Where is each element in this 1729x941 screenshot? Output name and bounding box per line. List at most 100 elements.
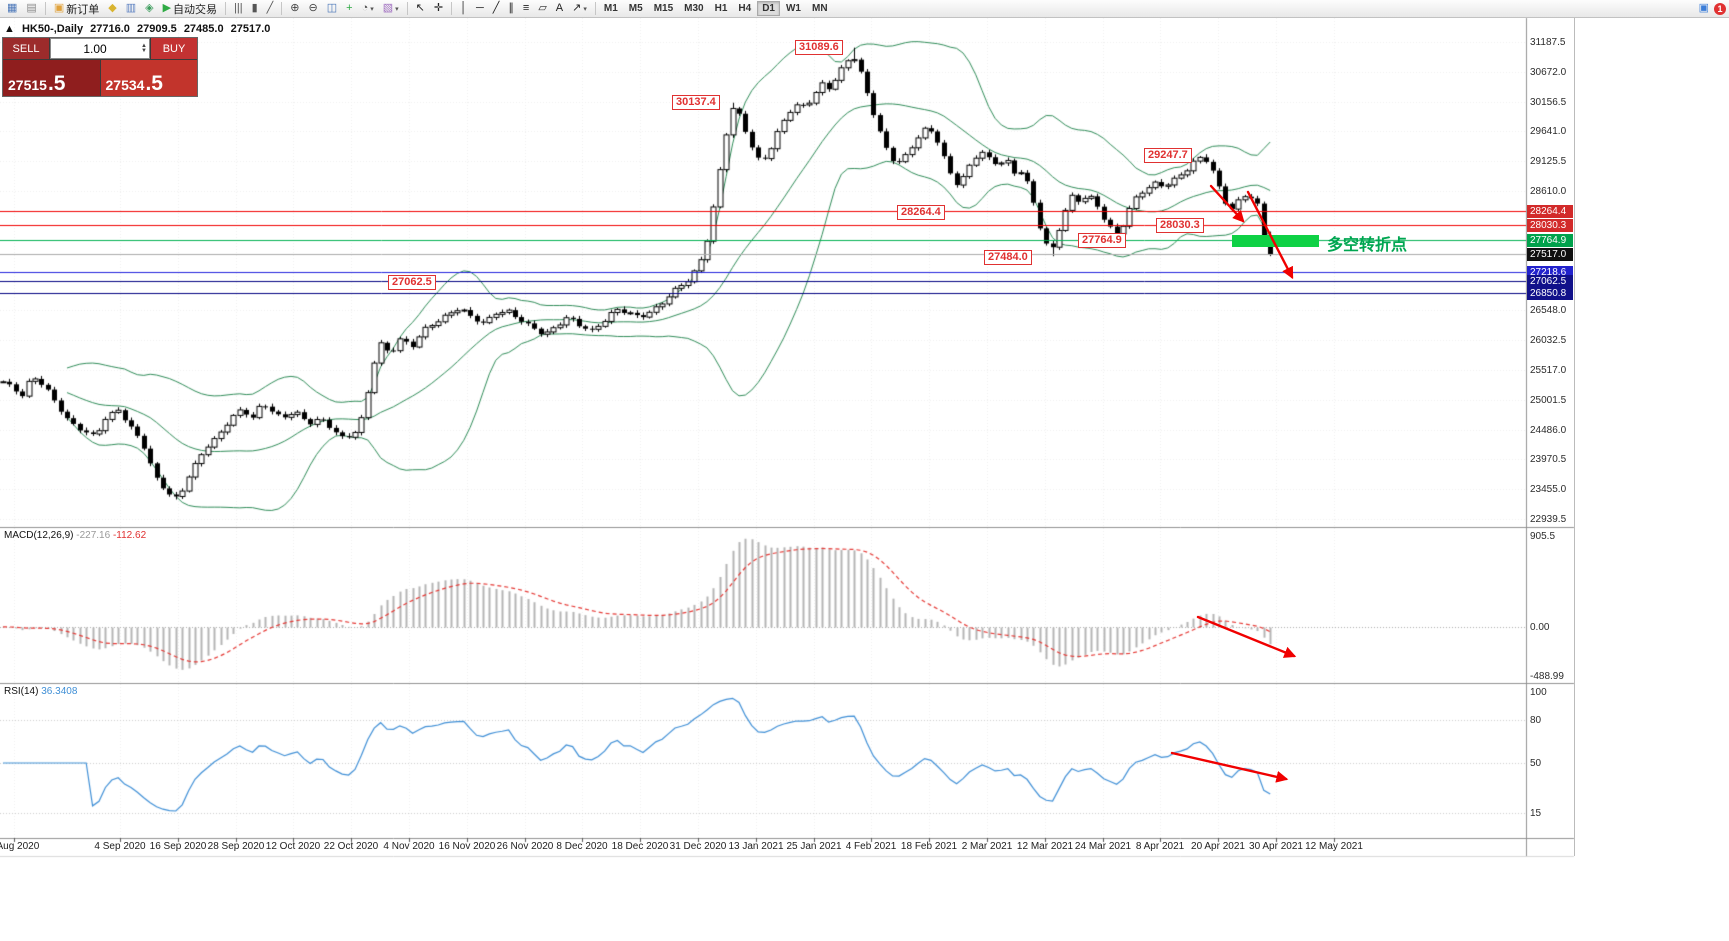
templates-icon[interactable]: ▧ ▾ [379, 1, 403, 17]
autotrading-icon: ▶ [162, 2, 172, 14]
new-order-button[interactable]: ▣ 新订单 [50, 1, 103, 17]
profiles-icon[interactable]: ▤ [22, 1, 40, 17]
date-label: 12 Oct 2020 [265, 841, 321, 852]
price-annotation[interactable]: 27764.9 [1078, 233, 1126, 248]
market-watch-icon[interactable]: ▥ [122, 1, 140, 17]
buy-price-frac: .5 [145, 72, 163, 95]
zoom-out-icon[interactable]: ⊖ [305, 1, 322, 17]
channel-icon[interactable]: ∥ [504, 1, 518, 17]
macd-axis-label: 905.5 [1530, 531, 1556, 542]
highlight-zone[interactable] [1232, 235, 1319, 247]
horizontal-line-icon[interactable]: ─ [472, 1, 488, 17]
vertical-line-icon: │ [460, 2, 467, 14]
panel-collapse-icon[interactable]: ▲ [4, 23, 15, 35]
price-axis-label: 26548.0 [1530, 305, 1567, 316]
price-annotation[interactable]: 27484.0 [984, 250, 1032, 265]
vertical-line-icon[interactable]: │ [456, 1, 471, 17]
timeframe-d1[interactable]: D1 [757, 1, 780, 16]
stepper-up-icon[interactable]: ▲ [141, 42, 147, 49]
buy-price[interactable]: 27534.5 [100, 60, 197, 96]
stepper-down-icon[interactable]: ▼ [141, 47, 147, 54]
shapes-icon[interactable]: ▱ [534, 1, 550, 17]
date-label: 30 Apr 2021 [1249, 841, 1303, 852]
timeframe-w1[interactable]: W1 [781, 1, 806, 16]
line-chart-icon[interactable]: ╱ [263, 1, 278, 17]
price-axis-label: 25001.5 [1530, 395, 1567, 406]
periods-icon-caret: ▾ [370, 5, 374, 13]
price-axis-label: 23455.0 [1530, 484, 1567, 495]
indicators-icon: + [346, 2, 353, 14]
main-toolbar: ▦ ▤ ▣ 新订单 ◆ ▥ ◈ ▶ 自动交易 ||| ▮ ╱ ⊕ ⊖ ◫ + ◔ ▾ ▧ ▾ ↖ ✛ │ ─ ╱ ∥ ≡ ▱ A ↗ ▾ M… [0, 0, 1729, 18]
price-tag: 28264.4 [1527, 205, 1573, 218]
candles-chart-icon[interactable]: ▮ [248, 1, 262, 17]
macd-label: MACD(12,26,9) -227.16 -112.62 [4, 530, 146, 541]
sell-price[interactable]: 27515.5 [3, 60, 100, 96]
periods-icon: ◔ [361, 2, 369, 14]
crosshair-icon[interactable]: ✛ [430, 1, 447, 17]
timeframe-m15[interactable]: M15 [649, 1, 678, 16]
metaeditor-icon[interactable]: ◆ [104, 1, 120, 17]
rsi-axis-label: 80 [1530, 715, 1542, 726]
date-label: 20 Apr 2021 [1191, 841, 1245, 852]
price-annotation[interactable]: 28030.3 [1156, 218, 1204, 233]
navigator-icon[interactable]: ◈ [141, 1, 157, 17]
price-annotation[interactable]: 29247.7 [1144, 148, 1192, 163]
crosshair-icon: ✛ [433, 2, 444, 14]
volume-stepper[interactable]: ▲ ▼ [139, 42, 149, 54]
right-panel [1574, 18, 1729, 856]
timeframe-h4[interactable]: H4 [733, 1, 756, 16]
volume-field[interactable]: 1.00 ▲ ▼ [50, 38, 150, 59]
timeframe-m5[interactable]: M5 [624, 1, 648, 16]
date-label: 31 Dec 2020 [669, 841, 727, 852]
rsi-axis-label: 50 [1530, 758, 1542, 769]
autotrading-button[interactable]: ▶ 自动交易 [159, 1, 221, 17]
fibonacci-icon[interactable]: ≡ [519, 1, 533, 17]
toolbar-separator [44, 2, 46, 15]
close-value: 27517.0 [230, 23, 271, 35]
high-value: 27909.5 [136, 23, 177, 35]
rsi-label: RSI(14) 36.3408 [4, 686, 77, 697]
sell-button[interactable]: SELL [3, 38, 49, 59]
trendline-icon[interactable]: ╱ [489, 1, 504, 17]
volume-value[interactable]: 1.00 [83, 41, 107, 56]
market-watch-icon: ▥ [125, 2, 137, 14]
indicators-icon[interactable]: + [342, 1, 356, 17]
price-annotation[interactable]: 31089.6 [795, 40, 843, 55]
tile-windows-icon[interactable]: ◫ [323, 1, 341, 17]
timeframe-m30[interactable]: M30 [679, 1, 708, 16]
shapes-icon: ▱ [538, 2, 547, 14]
notification-badge[interactable]: 1 [1714, 2, 1726, 15]
date-label: 12 Mar 2021 [1016, 841, 1074, 852]
arrows-tool-icon[interactable]: ↗ ▾ [568, 1, 591, 17]
navigator-icon: ◈ [145, 2, 154, 14]
trendline-icon: ╱ [492, 2, 500, 14]
price-annotation[interactable]: 28264.4 [897, 205, 945, 220]
cursor-icon[interactable]: ↖ [412, 1, 429, 17]
open-value: 27716.0 [90, 23, 130, 35]
new-chart-icon[interactable]: ▦ [3, 1, 21, 17]
price-annotation[interactable]: 27062.5 [388, 275, 436, 290]
zoom-in-icon[interactable]: ⊕ [286, 1, 303, 17]
turning-point-note[interactable]: 多空转折点 [1327, 237, 1408, 254]
timeframe-h1[interactable]: H1 [710, 1, 733, 16]
sell-price-frac: .5 [47, 72, 66, 95]
bar-chart-icon[interactable]: ||| [230, 1, 247, 17]
arrows-tool-icon-caret: ▾ [583, 5, 587, 13]
price-axis-label: 31187.5 [1530, 37, 1566, 48]
metaeditor-icon: ◆ [108, 2, 117, 14]
rsi-value: 36.3408 [41, 686, 78, 697]
fibonacci-icon: ≡ [522, 2, 530, 14]
periods-icon[interactable]: ◔ ▾ [358, 1, 378, 17]
community-icon: ▣ [1698, 2, 1709, 14]
date-label: 16 Sep 2020 [149, 841, 207, 852]
new-order-button-label: 新订单 [66, 3, 100, 16]
buy-button[interactable]: BUY [151, 38, 197, 59]
text-icon[interactable]: A [552, 1, 567, 17]
timeframe-mn[interactable]: MN [807, 1, 833, 16]
timeframe-m1[interactable]: M1 [599, 1, 623, 16]
community-icon[interactable]: ▣ [1695, 1, 1713, 17]
price-annotation[interactable]: 30137.4 [672, 95, 720, 110]
macd-name: MACD(12,26,9) [4, 530, 74, 541]
toolbar-separator [225, 2, 227, 15]
